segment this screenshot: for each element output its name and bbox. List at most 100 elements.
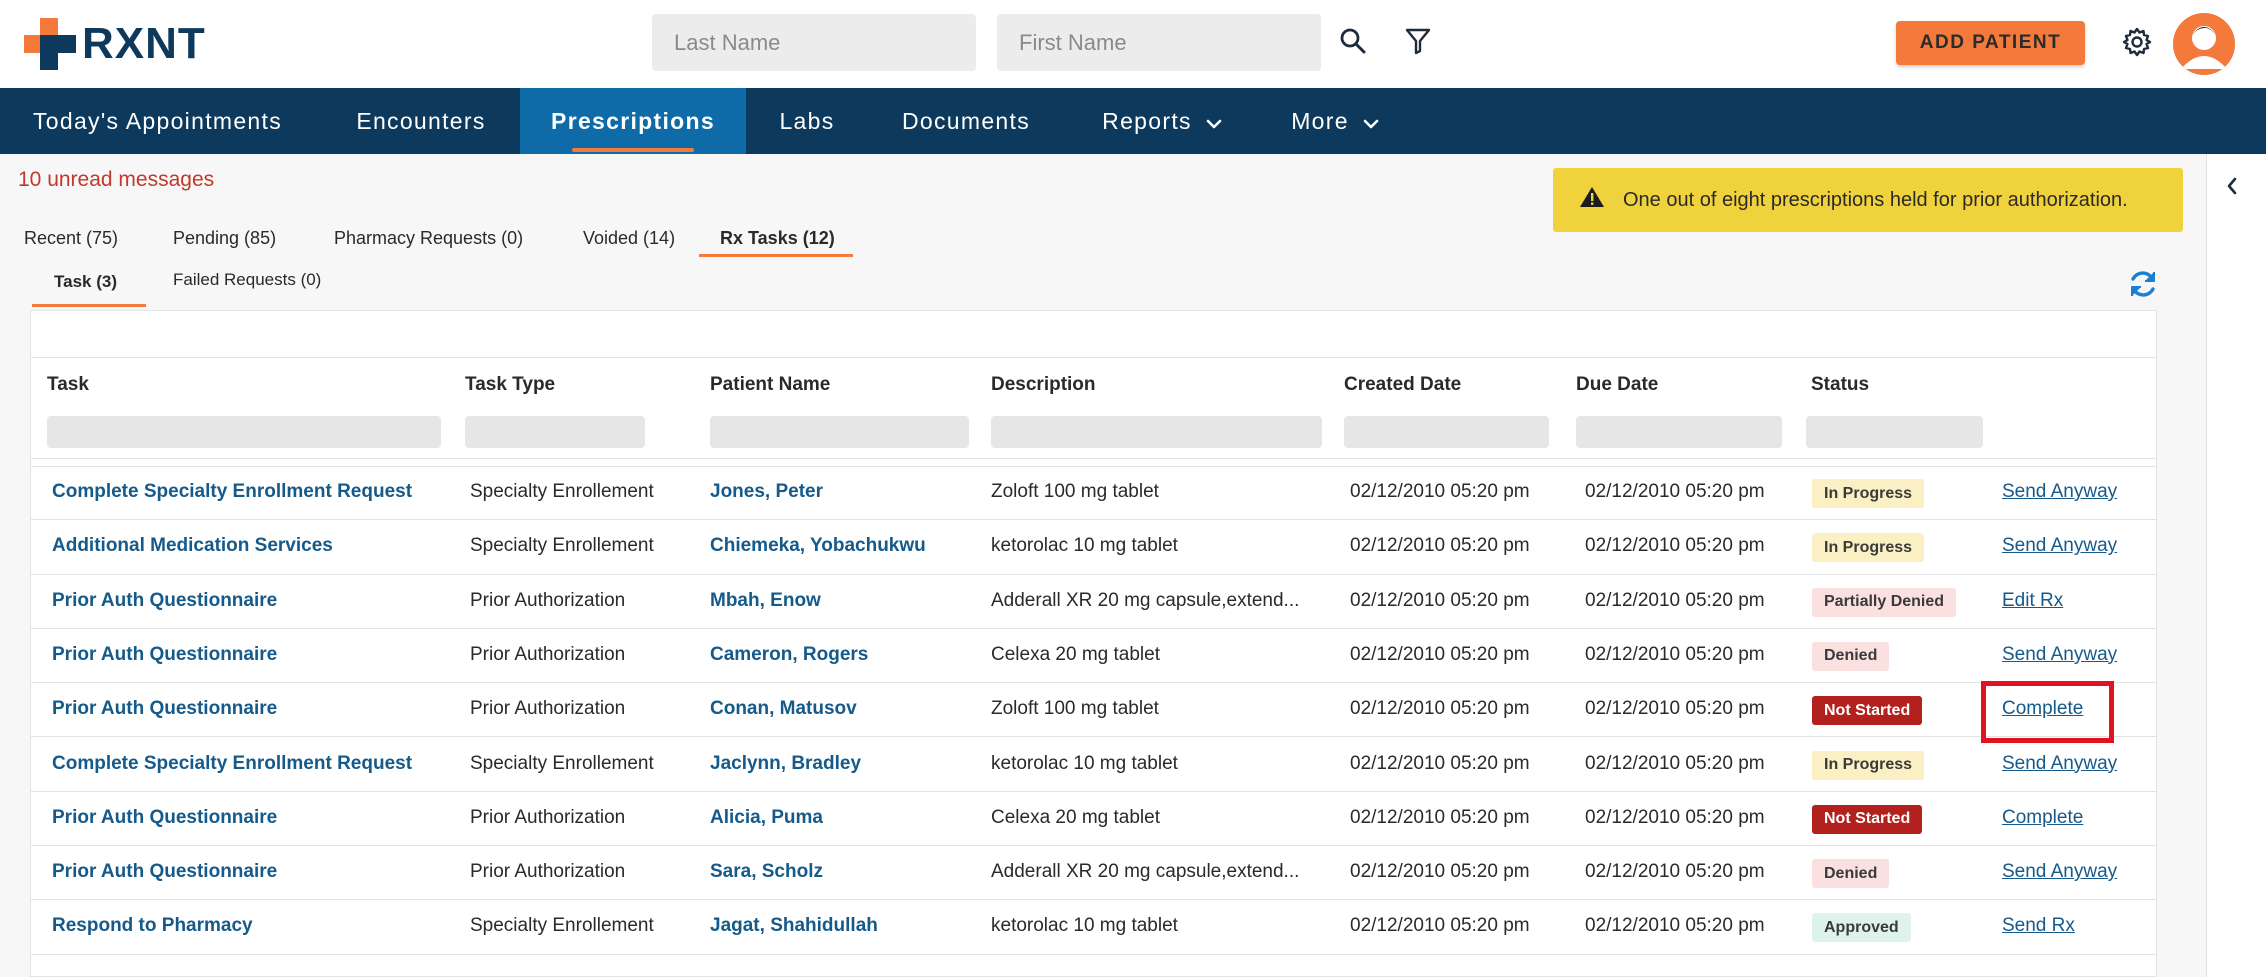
tab-rx-tasks[interactable]: Rx Tasks (12): [720, 228, 835, 248]
prior-auth-alert: One out of eight prescriptions held for …: [1553, 168, 2183, 232]
nav-prescriptions[interactable]: Prescriptions: [520, 88, 746, 154]
nav-encounters[interactable]: Encounters: [322, 88, 520, 154]
due-date-cell: 02/12/2010 05:20 pm: [1585, 915, 1765, 937]
due-date-cell: 02/12/2010 05:20 pm: [1585, 861, 1765, 883]
row-action-link[interactable]: Send Anyway: [2002, 481, 2118, 502]
search-icon[interactable]: [1336, 24, 1370, 58]
column-header-task[interactable]: Task: [47, 374, 89, 395]
status-badge: Denied: [1812, 641, 1890, 671]
description-cell: Celexa 20 mg tablet: [991, 643, 1160, 665]
due-date-filter-input[interactable]: [1576, 416, 1782, 448]
row-action-link[interactable]: Send Anyway: [2002, 752, 2118, 774]
description-filter-input[interactable]: [991, 416, 1322, 448]
row-action-link[interactable]: Complete: [2002, 806, 2084, 828]
rxnt-logo[interactable]: RXNT: [24, 18, 206, 70]
task-link[interactable]: Prior Auth Questionnaire: [52, 698, 278, 720]
column-header-patient-name[interactable]: Patient Name: [710, 374, 831, 395]
refresh-icon[interactable]: [2127, 268, 2159, 305]
task-type-filter-input[interactable]: [465, 416, 645, 448]
row-action-link[interactable]: Send Anyway: [2002, 535, 2118, 557]
status-badge: Not Started: [1812, 804, 1923, 834]
table-row[interactable]: [31, 575, 2156, 629]
nav-labs[interactable]: Labs: [746, 88, 868, 154]
row-action-link[interactable]: Edit Rx: [2002, 589, 2064, 611]
table-row[interactable]: [31, 466, 2156, 521]
highlight-box: [1981, 681, 2114, 743]
table-row[interactable]: [31, 846, 2156, 901]
task-link[interactable]: Prior Auth Questionnaire: [52, 806, 278, 828]
description-cell: Zoloft 100 mg tablet: [991, 481, 1159, 502]
patient-name-link[interactable]: Sara, Scholz: [710, 861, 823, 883]
task-link[interactable]: Prior Auth Questionnaire: [52, 643, 278, 665]
table-row[interactable]: [31, 738, 2156, 792]
first-name-input[interactable]: [997, 14, 1321, 71]
warning-icon: [1579, 185, 1605, 215]
table-divider: [31, 458, 2156, 459]
task-filter-input[interactable]: [47, 416, 441, 448]
add-patient-button[interactable]: ADD PATIENT: [1896, 21, 2085, 65]
logo-text: RXNT: [82, 19, 206, 68]
row-action-link[interactable]: Send Anyway: [2002, 643, 2118, 665]
nav-todays-appointments[interactable]: Today's Appointments: [0, 88, 315, 154]
nav-documents[interactable]: Documents: [868, 88, 1064, 154]
table-row[interactable]: [31, 629, 2156, 684]
patient-name-link[interactable]: Jones, Peter: [710, 481, 823, 502]
table-row[interactable]: [31, 900, 2156, 955]
task-type-cell: Specialty Enrollement: [470, 752, 654, 774]
user-avatar[interactable]: [2173, 13, 2235, 75]
tab-voided[interactable]: Voided (14): [583, 228, 676, 248]
column-header-status[interactable]: Status: [1811, 374, 1870, 395]
tab-pending[interactable]: Pending (85): [173, 228, 277, 248]
nav-more[interactable]: More: [1260, 88, 1410, 154]
patient-name-link[interactable]: Cameron, Rogers: [710, 643, 869, 665]
task-type-cell: Prior Authorization: [470, 589, 626, 611]
task-link[interactable]: Additional Medication Services: [52, 535, 333, 557]
patient-name-link[interactable]: Conan, Matusov: [710, 698, 857, 720]
patient-name-link[interactable]: Jagat, Shahidullah: [710, 915, 878, 937]
patient-name-link[interactable]: Mbah, Enow: [710, 589, 821, 611]
due-date-cell: 02/12/2010 05:20 pm: [1585, 643, 1765, 665]
due-date-cell: 02/12/2010 05:20 pm: [1585, 752, 1765, 774]
filter-icon[interactable]: [1401, 24, 1435, 58]
column-header-created-date[interactable]: Created Date: [1344, 374, 1462, 395]
table-row[interactable]: [31, 520, 2156, 575]
logo-cross-icon: [24, 18, 78, 70]
column-header-due-date[interactable]: Due Date: [1576, 374, 1659, 395]
table-row[interactable]: [31, 792, 2156, 847]
patient-name-link[interactable]: Jaclynn, Bradley: [710, 752, 862, 774]
status-filter-input[interactable]: [1806, 416, 1983, 448]
patient-name-link[interactable]: Alicia, Puma: [710, 806, 823, 828]
last-name-input[interactable]: [652, 14, 976, 71]
tab-failed-requests[interactable]: Failed Requests (0): [173, 270, 322, 289]
created-date-cell: 02/12/2010 05:20 pm: [1350, 698, 1530, 720]
table-row[interactable]: [31, 683, 2156, 738]
due-date-cell: 02/12/2010 05:20 pm: [1585, 806, 1765, 828]
task-link[interactable]: Complete Specialty Enrollment Request: [52, 481, 413, 502]
column-header-description[interactable]: Description: [991, 374, 1096, 395]
due-date-cell: 02/12/2010 05:20 pm: [1585, 481, 1765, 502]
nav-reports[interactable]: Reports: [1064, 88, 1260, 154]
nav-label: Encounters: [356, 107, 486, 134]
row-action-link[interactable]: Complete: [2002, 698, 2084, 720]
tab-recent[interactable]: Recent (75): [24, 228, 119, 248]
tab-task[interactable]: Task (3): [54, 272, 117, 291]
row-action-link[interactable]: Send Rx: [2002, 915, 2075, 937]
tab-pharmacy-requests[interactable]: Pharmacy Requests (0): [334, 228, 524, 248]
task-type-cell: Specialty Enrollement: [470, 535, 654, 557]
row-action-link[interactable]: Send Anyway: [2002, 861, 2118, 883]
task-link[interactable]: Prior Auth Questionnaire: [52, 861, 278, 883]
chevron-left-icon[interactable]: [2225, 176, 2239, 201]
description-cell: ketorolac 10 mg tablet: [991, 752, 1178, 774]
patient-name-filter-input[interactable]: [710, 416, 969, 448]
column-header-task-type[interactable]: Task Type: [465, 374, 556, 395]
task-link[interactable]: Complete Specialty Enrollment Request: [52, 752, 413, 774]
settings-gear-icon[interactable]: [2119, 24, 2155, 60]
unread-messages-link[interactable]: 10 unread messages: [18, 168, 215, 191]
task-link[interactable]: Prior Auth Questionnaire: [52, 589, 278, 611]
description-cell: ketorolac 10 mg tablet: [991, 915, 1178, 937]
task-type-cell: Prior Authorization: [470, 806, 626, 828]
task-link[interactable]: Respond to Pharmacy: [52, 915, 253, 937]
created-date-filter-input[interactable]: [1344, 416, 1549, 448]
patient-name-link[interactable]: Chiemeka, Yobachukwu: [710, 535, 926, 557]
status-badge: In Progress: [1812, 750, 1925, 780]
